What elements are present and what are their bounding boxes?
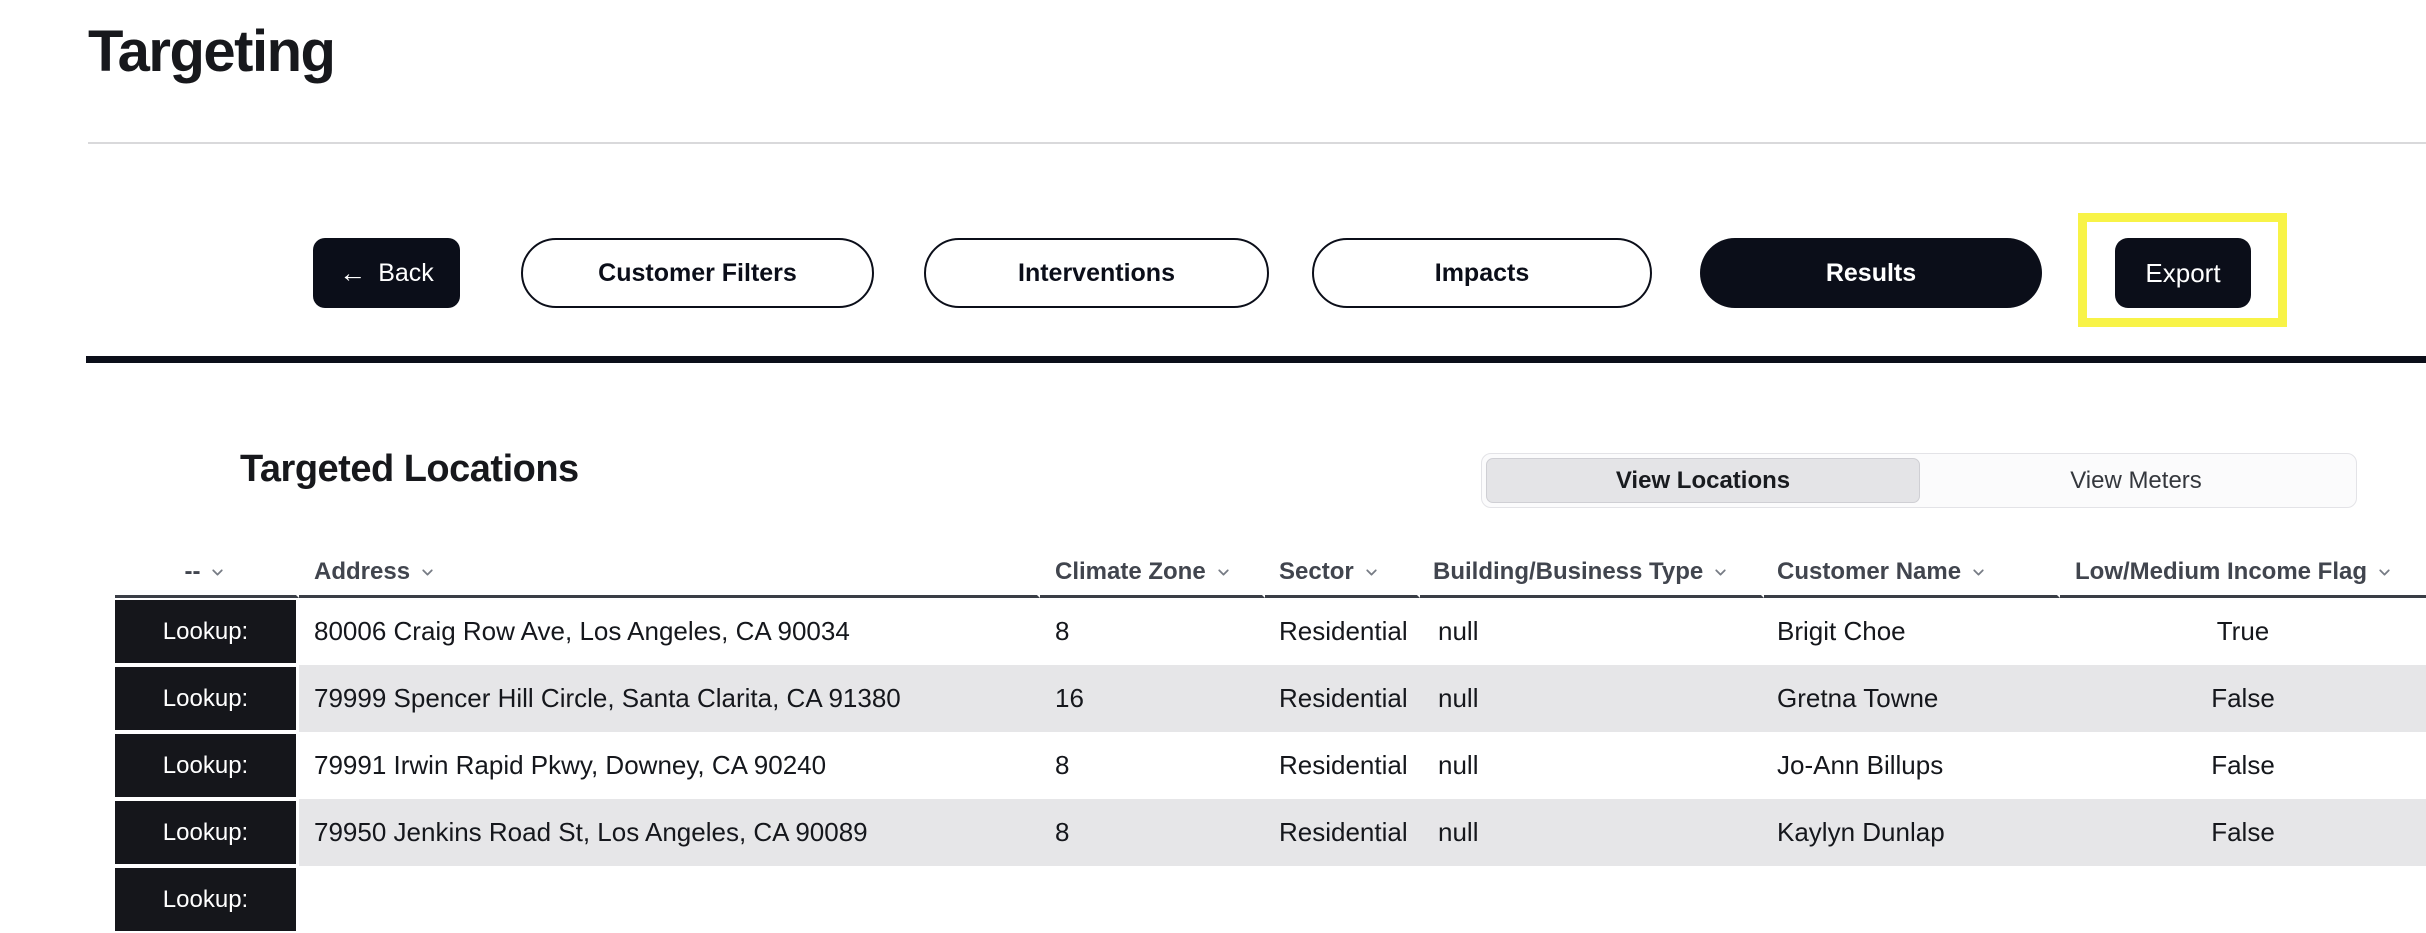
lookup-button[interactable]: Lookup:	[115, 868, 296, 931]
sector-cell: Residential	[1265, 665, 1420, 732]
nav-section-divider	[86, 356, 2426, 363]
table-row: Lookup: 79999 Spencer Hill Circle, Santa…	[115, 665, 2426, 732]
building-type-cell: null	[1420, 732, 1764, 799]
locations-table: -- Address Climate Zone Sector Building/…	[115, 549, 2426, 933]
income-flag-cell: False	[2060, 799, 2426, 866]
export-button[interactable]: Export	[2115, 238, 2251, 308]
customer-name-cell: Brigit Choe	[1764, 598, 2060, 665]
table-row: Lookup: 79991 Irwin Rapid Pkwy, Downey, …	[115, 732, 2426, 799]
nav-customer-filters-button[interactable]: Customer Filters	[521, 238, 874, 308]
column-header-climate-zone[interactable]: Climate Zone	[1040, 549, 1265, 598]
lookup-button[interactable]: Lookup:	[115, 667, 296, 730]
climate-zone-cell: 8	[1040, 799, 1265, 866]
customer-name-cell: Gretna Towne	[1764, 665, 2060, 732]
sector-cell: Residential	[1265, 598, 1420, 665]
table-header-row: -- Address Climate Zone Sector Building/…	[115, 549, 2426, 598]
page-title: Targeting	[88, 19, 336, 84]
column-header-address[interactable]: Address	[299, 549, 1040, 598]
lookup-button[interactable]: Lookup:	[115, 600, 296, 663]
climate-zone-cell: 8	[1040, 598, 1265, 665]
title-divider	[88, 142, 2426, 144]
nav-interventions-button[interactable]: Interventions	[924, 238, 1269, 308]
column-header-customer-name-label: Customer Name	[1777, 558, 1962, 585]
column-header-building-type[interactable]: Building/Business Type	[1420, 549, 1764, 598]
column-header-income-flag-label: Low/Medium Income Flag	[2075, 558, 2368, 585]
column-header-sector[interactable]: Sector	[1265, 549, 1420, 598]
nav-results-label: Results	[1825, 258, 1917, 287]
back-arrow-icon: ←	[339, 257, 367, 288]
customer-name-cell: Jo-Ann Billups	[1764, 732, 2060, 799]
export-button-label: Export	[2145, 257, 2221, 288]
column-header-lookup-label: --	[184, 558, 201, 585]
building-type-cell: null	[1420, 665, 1764, 732]
sector-cell: Residential	[1265, 732, 1420, 799]
chevron-down-icon	[1712, 564, 1729, 581]
nav-impacts-label: Impacts	[1434, 258, 1530, 287]
table-row-partial: Lookup:	[115, 866, 2426, 933]
column-header-customer-name[interactable]: Customer Name	[1764, 549, 2060, 598]
locations-table-container: -- Address Climate Zone Sector Building/…	[115, 549, 2426, 933]
address-cell: 79950 Jenkins Road St, Los Angeles, CA 9…	[299, 799, 1040, 866]
table-row: Lookup: 80006 Craig Row Ave, Los Angeles…	[115, 598, 2426, 665]
nav-interventions-label: Interventions	[1018, 258, 1175, 287]
chevron-down-icon	[2376, 564, 2393, 581]
chevron-down-icon	[1970, 564, 1987, 581]
column-header-building-type-label: Building/Business Type	[1433, 558, 1704, 585]
view-toggle: View Locations View Meters	[1481, 453, 2357, 508]
chevron-down-icon	[1215, 564, 1232, 581]
chevron-down-icon	[419, 564, 436, 581]
chevron-down-icon	[1363, 564, 1380, 581]
column-header-climate-zone-label: Climate Zone	[1055, 558, 1206, 585]
building-type-cell: null	[1420, 598, 1764, 665]
sector-cell: Residential	[1265, 799, 1420, 866]
column-header-sector-label: Sector	[1279, 558, 1354, 585]
chevron-down-icon	[209, 564, 226, 581]
back-button[interactable]: ← Back	[313, 238, 460, 308]
view-meters-toggle[interactable]: View Meters	[2070, 466, 2202, 494]
lookup-button[interactable]: Lookup:	[115, 734, 296, 797]
column-header-income-flag[interactable]: Low/Medium Income Flag	[2060, 549, 2426, 598]
nav-impacts-button[interactable]: Impacts	[1312, 238, 1652, 308]
climate-zone-cell: 16	[1040, 665, 1265, 732]
income-flag-cell: False	[2060, 665, 2426, 732]
address-cell: 79999 Spencer Hill Circle, Santa Clarita…	[299, 665, 1040, 732]
nav-results-button[interactable]: Results	[1700, 238, 2042, 308]
building-type-cell: null	[1420, 799, 1764, 866]
income-flag-cell: True	[2060, 598, 2426, 665]
customer-name-cell: Kaylyn Dunlap	[1764, 799, 2060, 866]
climate-zone-cell: 8	[1040, 732, 1265, 799]
lookup-button[interactable]: Lookup:	[115, 801, 296, 864]
table-row: Lookup: 79950 Jenkins Road St, Los Angel…	[115, 799, 2426, 866]
nav-customer-filters-label: Customer Filters	[598, 258, 797, 287]
column-header-lookup[interactable]: --	[115, 549, 299, 598]
address-cell: 80006 Craig Row Ave, Los Angeles, CA 900…	[299, 598, 1040, 665]
section-heading: Targeted Locations	[240, 448, 579, 490]
column-header-address-label: Address	[314, 558, 411, 585]
income-flag-cell: False	[2060, 732, 2426, 799]
address-cell: 79991 Irwin Rapid Pkwy, Downey, CA 90240	[299, 732, 1040, 799]
view-locations-toggle[interactable]: View Locations	[1486, 458, 1920, 503]
back-button-label: Back	[378, 258, 434, 287]
